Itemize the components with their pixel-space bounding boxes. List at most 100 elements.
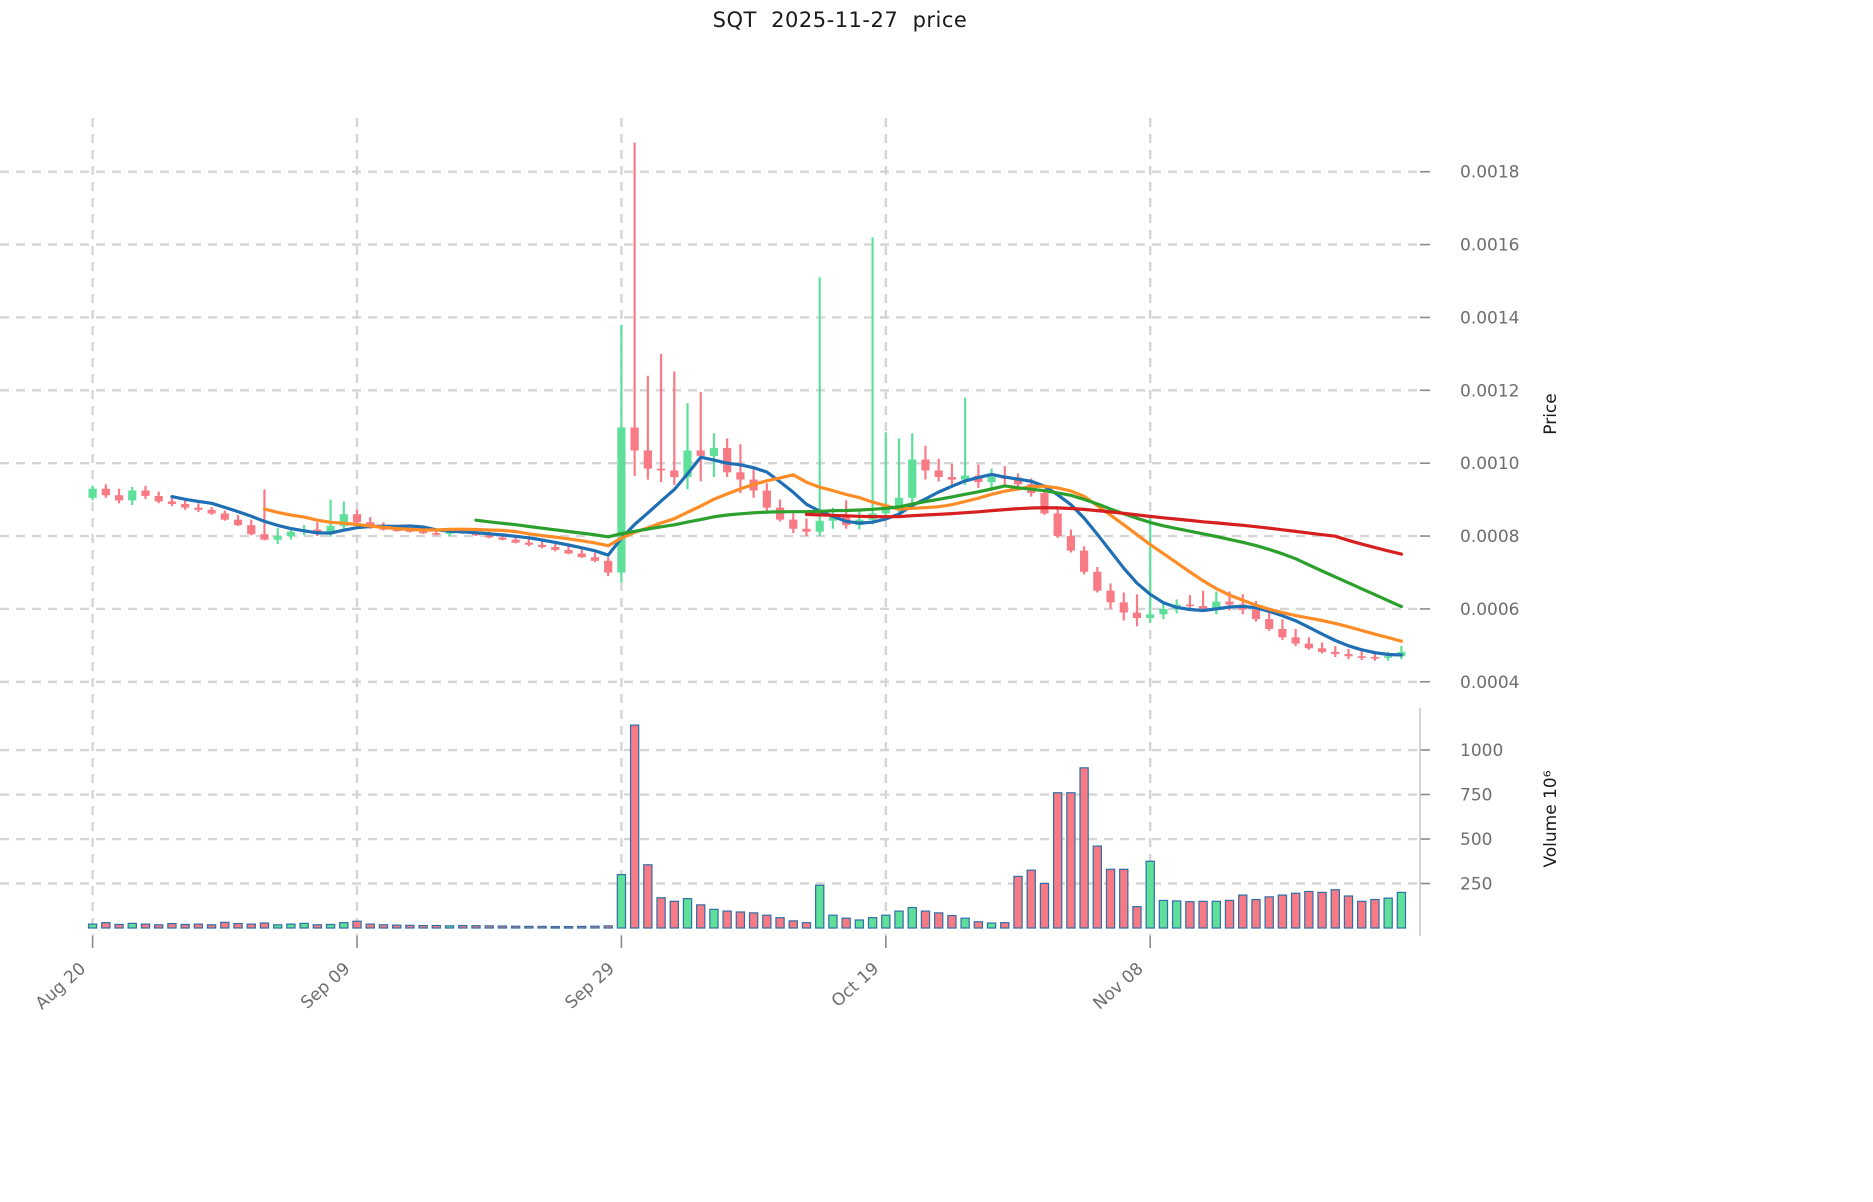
volume-bar (312, 924, 323, 929)
candle-body (1291, 637, 1300, 644)
volume-bar (775, 917, 785, 929)
xtick-label: Oct 19 (828, 959, 883, 1012)
candle-body (590, 557, 600, 561)
volume-bar (87, 923, 98, 929)
grid-layer (0, 118, 1420, 936)
candle-body (181, 503, 190, 508)
candle-body (1106, 590, 1115, 603)
candle-body (789, 519, 798, 529)
axis-layer: 0.0018 0.0016 0.0014 0.0012 0.0010 0.0008 0.00… (32, 163, 1561, 1014)
volume-bar (259, 922, 270, 929)
candle-body (154, 495, 163, 502)
volume-bar (206, 924, 217, 929)
candle-body (233, 519, 243, 526)
candle-body (551, 546, 560, 550)
volume-bar (180, 923, 190, 929)
volume-bar (1000, 922, 1010, 929)
volume-bar (1251, 898, 1261, 929)
candle-body (207, 509, 216, 514)
volume-bar (1185, 901, 1195, 929)
volume-bar (960, 917, 970, 929)
candle-body (537, 544, 547, 547)
volume-bar (246, 923, 256, 929)
candle-body (273, 536, 282, 540)
candle-body (1080, 550, 1089, 572)
candle-body (696, 450, 705, 456)
volume-bar (497, 925, 508, 929)
ma-line-ma-green (474, 484, 1403, 609)
volume-bar (418, 924, 428, 929)
price-ytick-label: 0.0006 (1460, 600, 1519, 620)
volume-bar (748, 912, 759, 929)
volume-bar (1026, 869, 1036, 929)
volume-bar (762, 914, 772, 929)
candle-body (670, 470, 679, 478)
moving-average-lines-layer (170, 455, 1403, 657)
candle-body (1198, 606, 1208, 609)
volume-bar (1264, 896, 1274, 929)
candle-body (934, 470, 943, 478)
candle-body (419, 531, 428, 534)
volume-bar (788, 920, 798, 929)
candle-body (1159, 608, 1168, 615)
candle-body (101, 488, 110, 496)
candle-body (1212, 601, 1221, 609)
candle-body (630, 427, 639, 451)
volume-bar (947, 914, 957, 929)
volume-bar (1013, 875, 1023, 929)
volume-bar (1290, 892, 1301, 929)
price-ytick-label: 0.0016 (1460, 236, 1519, 256)
volume-bar (444, 925, 455, 929)
volume-bar (920, 910, 931, 929)
volume-axis-title: Volume 10⁶ (1541, 770, 1561, 867)
volume-bar (167, 922, 177, 929)
volume-bar (391, 924, 402, 929)
candle-body (392, 529, 401, 532)
candle-body (1304, 643, 1313, 649)
candle-body (1357, 656, 1366, 658)
volume-bar (643, 864, 653, 929)
volume-bar (154, 924, 164, 929)
candle-body (1344, 654, 1353, 657)
candle-body (326, 525, 335, 535)
candle-body (1225, 601, 1234, 605)
volume-bar (1158, 899, 1169, 929)
candle-body (1278, 628, 1287, 638)
candle-body (339, 514, 348, 526)
volume-bar (854, 919, 865, 929)
candle-body (617, 427, 626, 573)
volume-bar (696, 904, 706, 929)
volume-bar (286, 923, 296, 929)
volume-bar (656, 897, 666, 929)
xtick-label: Nov 08 (1089, 959, 1147, 1014)
candle-body (604, 560, 613, 573)
volume-bar (815, 884, 825, 929)
volume-bar (1238, 894, 1248, 929)
candle-body (762, 490, 771, 508)
volume-bar (233, 922, 243, 929)
volume-bar (801, 922, 812, 929)
candle-body (643, 450, 652, 469)
volume-bar (669, 900, 679, 929)
volume-bar (722, 910, 732, 929)
volume-bar (894, 910, 904, 929)
volume-bar (577, 925, 587, 929)
volume-bar (1396, 891, 1407, 929)
volume-bar (193, 923, 204, 929)
volume-bar (1211, 900, 1222, 929)
candle-body (921, 459, 930, 471)
candle-body (286, 531, 296, 537)
volume-bar (629, 724, 640, 929)
volume-ytick-label: 750 (1460, 786, 1492, 806)
volume-bar (405, 924, 415, 929)
volume-bar (299, 922, 309, 929)
volume-bar (471, 925, 481, 929)
candle-body (88, 488, 97, 498)
candle-body (1066, 536, 1075, 551)
candle-body (1251, 609, 1261, 620)
candle-body (128, 490, 137, 501)
volume-bar (1145, 860, 1155, 929)
volume-bar (841, 917, 851, 929)
price-ytick-label: 0.0012 (1460, 381, 1519, 401)
candle-body (656, 468, 666, 471)
